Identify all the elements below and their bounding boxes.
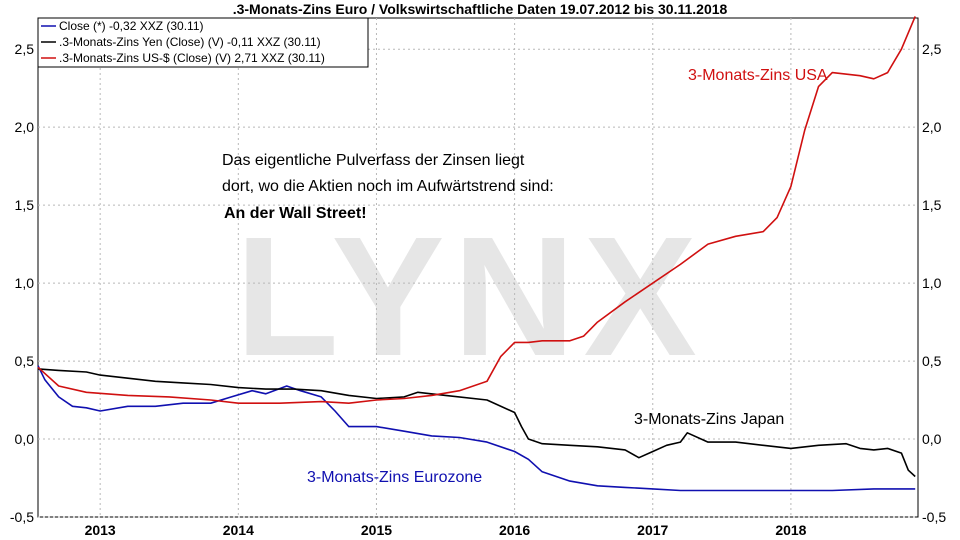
- annotation-japan: 3-Monats-Zins Japan: [634, 411, 784, 428]
- annotation-text-line1: Das eigentliche Pulverfass der Zinsen li…: [222, 152, 525, 169]
- x-tick-label: 2013: [85, 522, 116, 538]
- legend-entry-euro: Close (*) -0,32 XXZ (30.11): [59, 19, 204, 33]
- y-tick-label-left: 2,5: [15, 41, 35, 57]
- y-tick-label-left: 1,5: [15, 197, 35, 213]
- x-tick-label: 2015: [361, 522, 392, 538]
- y-tick-label-left: 2,0: [15, 119, 35, 135]
- y-tick-label-right: 2,5: [922, 41, 942, 57]
- series-line-japan: [37, 368, 916, 478]
- x-tick-label: 2016: [499, 522, 530, 538]
- annotation-text-bold: An der Wall Street!: [224, 205, 367, 222]
- legend: Close (*) -0,32 XXZ (30.11) .3-Monats-Zi…: [37, 17, 369, 68]
- y-tick-label-right: 2,0: [922, 119, 942, 135]
- x-tick-label: 2017: [637, 522, 668, 538]
- y-tick-label-right: 0,5: [922, 353, 942, 369]
- y-tick-label-right: 1,0: [922, 275, 942, 291]
- x-tick-label: 2014: [223, 522, 254, 538]
- y-tick-label-left: 0,0: [15, 431, 35, 447]
- annotation-usa: 3-Monats-Zins USA: [688, 67, 828, 84]
- y-tick-label-left: -0,5: [10, 509, 34, 525]
- annotation-euro: 3-Monats-Zins Eurozone: [307, 469, 482, 486]
- chart-title: .3-Monats-Zins Euro / Volkswirtschaftlic…: [232, 1, 728, 17]
- y-tick-label-right: 0,0: [922, 431, 942, 447]
- watermark-text: LYNX: [235, 202, 705, 392]
- legend-entry-usa: .3-Monats-Zins US-$ (Close) (V) 2,71 XXZ…: [59, 51, 325, 65]
- series-layer: [37, 16, 916, 492]
- y-tick-label-right: -0,5: [922, 509, 946, 525]
- series-line-euro: [37, 365, 916, 492]
- tick-layer: -0,5 -0,5 0,0 0,0 0,5 0,5 1,0 1,0 1,5 1,5 2,0 2,0 2,…: [10, 41, 946, 538]
- legend-entry-japan: .3-Monats-Zins Yen (Close) (V) -0,11 XXZ…: [59, 35, 321, 49]
- series-line-usa: [37, 16, 916, 405]
- legend-box: [37, 17, 369, 68]
- x-tick-label: 2018: [775, 522, 806, 538]
- grid-layer: [38, 18, 918, 518]
- y-tick-label-left: 0,5: [15, 353, 35, 369]
- annotation-text-line2: dort, wo die Aktien noch im Aufwärtstren…: [222, 178, 554, 195]
- y-tick-label-right: 1,5: [922, 197, 942, 213]
- y-tick-label-left: 1,0: [15, 275, 35, 291]
